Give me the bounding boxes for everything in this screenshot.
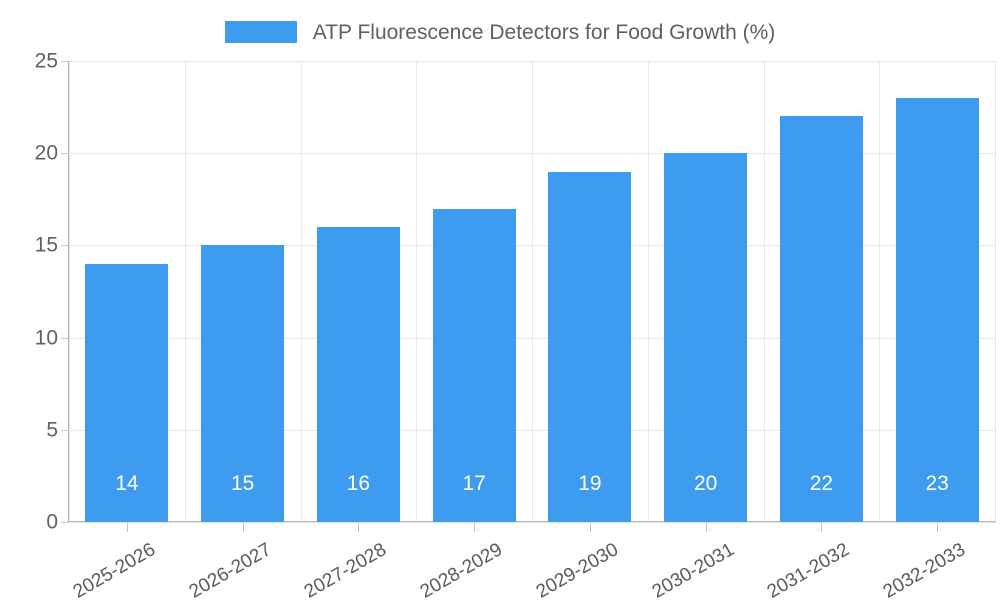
bar-value-label: 15 (230, 472, 255, 495)
bar[interactable]: 20 (664, 153, 748, 522)
bar[interactable]: 22 (779, 116, 863, 522)
x-axis-tick-mark (243, 523, 244, 532)
x-axis-tick-mark (474, 523, 475, 532)
y-axis-tick-mark (61, 245, 69, 247)
bar[interactable]: 23 (895, 97, 979, 522)
bar-value-label: 17 (462, 472, 486, 495)
x-axis-tick-mark (590, 523, 591, 532)
x-axis-tick-label: 2025-2026 (69, 539, 159, 600)
gridline-vertical (185, 61, 186, 522)
x-axis-tick-label: 2032-2033 (879, 539, 970, 600)
bar[interactable]: 19 (548, 171, 632, 522)
bar[interactable]: 16 (316, 226, 400, 522)
gridline-vertical (301, 61, 302, 522)
x-axis-tick-label: 2026-2027 (185, 539, 275, 600)
x-axis-tick-mark (358, 523, 359, 532)
bar-value-label: 14 (115, 472, 139, 495)
bar-value-label: 20 (693, 472, 718, 495)
bar-value-label: 22 (809, 472, 834, 495)
y-axis-tick-label: 10 (34, 326, 58, 350)
bar-value-label: 16 (346, 472, 371, 495)
y-axis-tick-mark (61, 522, 69, 523)
y-axis-tick-label: 25 (34, 49, 58, 73)
gridline-vertical (648, 61, 649, 522)
chart-legend: ATP Fluorescence Detectors for Food Grow… (0, 12, 1000, 52)
y-axis-tick-label: 5 (46, 418, 58, 442)
bar-value-label: 19 (578, 472, 602, 495)
plot-area: 14 15 16 17 19 20 22 23 (69, 61, 996, 523)
bar[interactable]: 15 (201, 245, 285, 522)
gridline-horizontal (69, 522, 995, 523)
y-axis-tick-label: 15 (34, 233, 58, 257)
y-axis-tick-mark (61, 429, 69, 431)
x-axis-tick-label: 2030-2031 (648, 539, 738, 600)
y-axis-tick-mark (61, 61, 69, 62)
gridline-vertical (879, 61, 880, 522)
legend-label: ATP Fluorescence Detectors for Food Grow… (312, 20, 776, 44)
y-axis-tick-mark (61, 337, 69, 339)
x-axis-tick-label: 2029-2030 (532, 539, 622, 600)
gridline-vertical (416, 61, 417, 522)
y-axis-tick-label: 20 (34, 141, 58, 165)
x-axis-tick-mark (821, 523, 822, 532)
y-axis-tick-mark (61, 153, 69, 155)
bar[interactable]: 17 (432, 208, 516, 522)
x-axis-tick-mark (706, 523, 707, 532)
x-axis-tick-label: 2027-2028 (301, 539, 391, 600)
gridline-vertical (995, 61, 996, 522)
legend-color-swatch[interactable] (224, 21, 297, 43)
x-axis-tick-mark (127, 523, 128, 532)
bar[interactable]: 14 (85, 263, 169, 522)
x-axis-tick-label: 2031-2032 (764, 539, 854, 600)
gridline-vertical (532, 61, 533, 522)
y-axis-tick-label: 0 (46, 510, 58, 534)
x-axis-tick-label: 2028-2029 (416, 539, 507, 600)
gridline-vertical (764, 61, 765, 522)
gridline-vertical (69, 61, 70, 522)
y-axis-tick-labels: 0 5 10 15 20 25 (0, 0, 58, 600)
bar-value-label: 23 (925, 472, 949, 495)
x-axis-tick-mark (937, 523, 938, 532)
